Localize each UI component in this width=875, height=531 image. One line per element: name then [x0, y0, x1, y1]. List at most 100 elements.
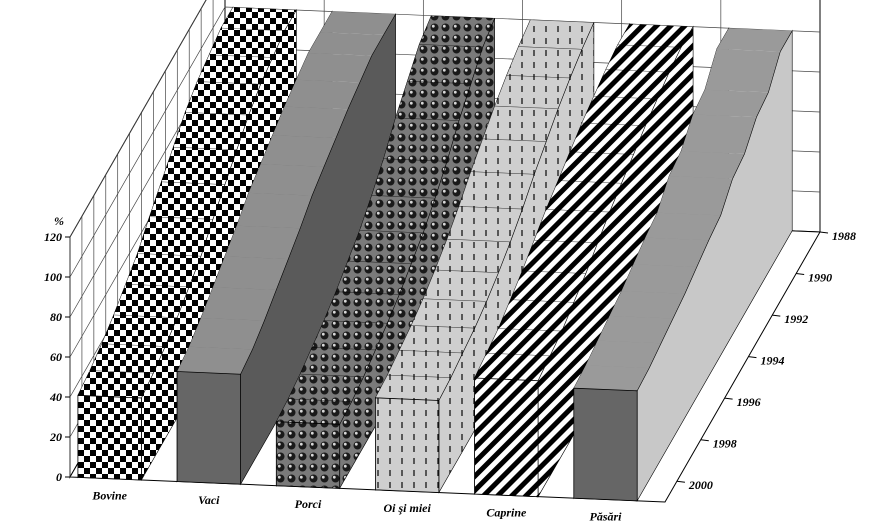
series-2-top-segment — [419, 15, 495, 48]
series-0-top-segment — [184, 81, 261, 116]
year-tick-mark — [748, 356, 757, 359]
series-2-top-segment — [299, 347, 376, 377]
series-4-top-segment — [557, 151, 634, 184]
series-3-top-segment — [375, 374, 452, 401]
year-tick-label: 1990 — [808, 271, 832, 285]
year-tick-mark — [676, 480, 685, 483]
series-5-top-segment — [704, 48, 781, 93]
series-1-top-segment — [236, 192, 313, 229]
series-3-front-face — [374, 397, 440, 493]
chart-labels: 0 20 40 60 80 100 120% Bovine Vaci Porci Oi şi mie… — [44, 214, 856, 524]
series-2-top-segment — [287, 373, 364, 402]
category-label: Porci — [295, 497, 322, 511]
series-3-top-segment — [446, 206, 523, 243]
series-5-top-segment — [633, 237, 709, 267]
year-tick-mark — [724, 397, 733, 400]
series-0-top-segment — [137, 216, 214, 257]
year-tick-label: 1996 — [737, 395, 761, 409]
series-5-top-segment — [573, 365, 650, 391]
series-4-top-segment — [498, 299, 575, 332]
series-5-top-segment — [693, 89, 769, 118]
series-2-top-segment — [395, 81, 472, 121]
series-4-top-segment — [617, 23, 694, 48]
series-0-top-segment — [89, 343, 166, 374]
series-0-top-segment — [161, 147, 238, 185]
year-tick-label: 1992 — [784, 312, 808, 326]
series-1-top-segment — [272, 106, 348, 138]
series-2-top-segment — [359, 195, 436, 234]
series-3-top-segment — [494, 75, 571, 109]
series-3-top-segment — [387, 350, 463, 378]
series-0-top-segment — [208, 27, 285, 58]
series-0-top-segment — [220, 7, 297, 31]
chart-series-group — [77, 6, 793, 502]
series-2-top-segment — [311, 320, 388, 351]
category-label: Vaci — [198, 493, 220, 507]
y-tick-label: 80 — [50, 310, 62, 324]
series-4-top-segment — [581, 96, 658, 126]
series-2-top-segment — [276, 398, 352, 425]
year-tick-mark — [819, 231, 829, 234]
series-1-top-segment — [224, 225, 301, 260]
series-5 — [573, 27, 793, 502]
series-5-top-segment — [716, 28, 793, 52]
series-1-top-segment — [212, 256, 289, 290]
year-tick-label: 2000 — [688, 478, 713, 492]
series-0-top-segment — [149, 181, 226, 220]
gridline-horizontal — [69, 6, 821, 278]
series-1-top-segment — [320, 11, 396, 35]
series-2-top-segment — [335, 260, 412, 295]
series-0-top-segment — [77, 370, 154, 399]
series-0-top-segment — [173, 112, 249, 150]
series-3-top-segment — [482, 105, 559, 142]
series-3 — [374, 19, 595, 494]
series-2-top-segment — [347, 230, 424, 264]
series-5-top-segment — [621, 264, 697, 294]
year-tick-mark — [772, 314, 781, 317]
series-0-front-face — [77, 394, 142, 481]
series-5-top-segment — [669, 151, 745, 179]
series-5-top-segment — [609, 291, 685, 319]
series-1-top-segment — [308, 32, 384, 56]
series-4-top-segment — [569, 122, 646, 155]
series-4 — [474, 22, 694, 498]
series-4-top-segment — [545, 180, 622, 213]
series-4-top-segment — [486, 328, 563, 357]
series-2-top-segment — [371, 158, 448, 199]
gridline-horizontal — [69, 0, 207, 238]
y-tick-label: 20 — [49, 430, 62, 444]
y-axis-unit: % — [54, 214, 64, 228]
series-4-top-segment — [522, 240, 598, 274]
series-0-top-segment — [113, 284, 190, 318]
y-tick-label: 0 — [56, 470, 62, 484]
y-tick-label: 60 — [50, 350, 62, 364]
series-5-top-segment — [597, 315, 673, 344]
category-label: Bovine — [91, 489, 127, 503]
series-1-top-segment — [284, 79, 360, 110]
y-tick-label: 40 — [49, 390, 62, 404]
series-2-top-segment — [407, 44, 484, 85]
series-1-top-segment — [189, 318, 265, 350]
series-5-top-segment — [657, 176, 733, 216]
series-4-top-segment — [510, 270, 587, 303]
series-1-top-segment — [296, 53, 372, 83]
series-5-front-face — [573, 387, 638, 502]
year-tick-mark — [700, 439, 709, 442]
y-tick-label: 100 — [44, 270, 62, 284]
series-1 — [176, 10, 396, 486]
series-4-front-face — [474, 377, 539, 498]
series-3-top-segment — [518, 19, 595, 50]
year-tick-label: 1988 — [832, 229, 856, 243]
y-tick-label: 120 — [44, 230, 62, 244]
year-tick-label: 1998 — [713, 437, 737, 451]
series-1-front-face — [176, 371, 242, 485]
series-5-top-segment — [645, 212, 721, 241]
series-1-top-segment — [200, 287, 277, 321]
series-3-top-segment — [434, 239, 511, 273]
series-3-top-segment — [458, 171, 535, 210]
series-5-top-segment — [585, 340, 662, 369]
series-1-top-segment — [260, 135, 336, 167]
series-4-top-segment — [474, 353, 551, 381]
series-2-front-face — [275, 421, 341, 489]
